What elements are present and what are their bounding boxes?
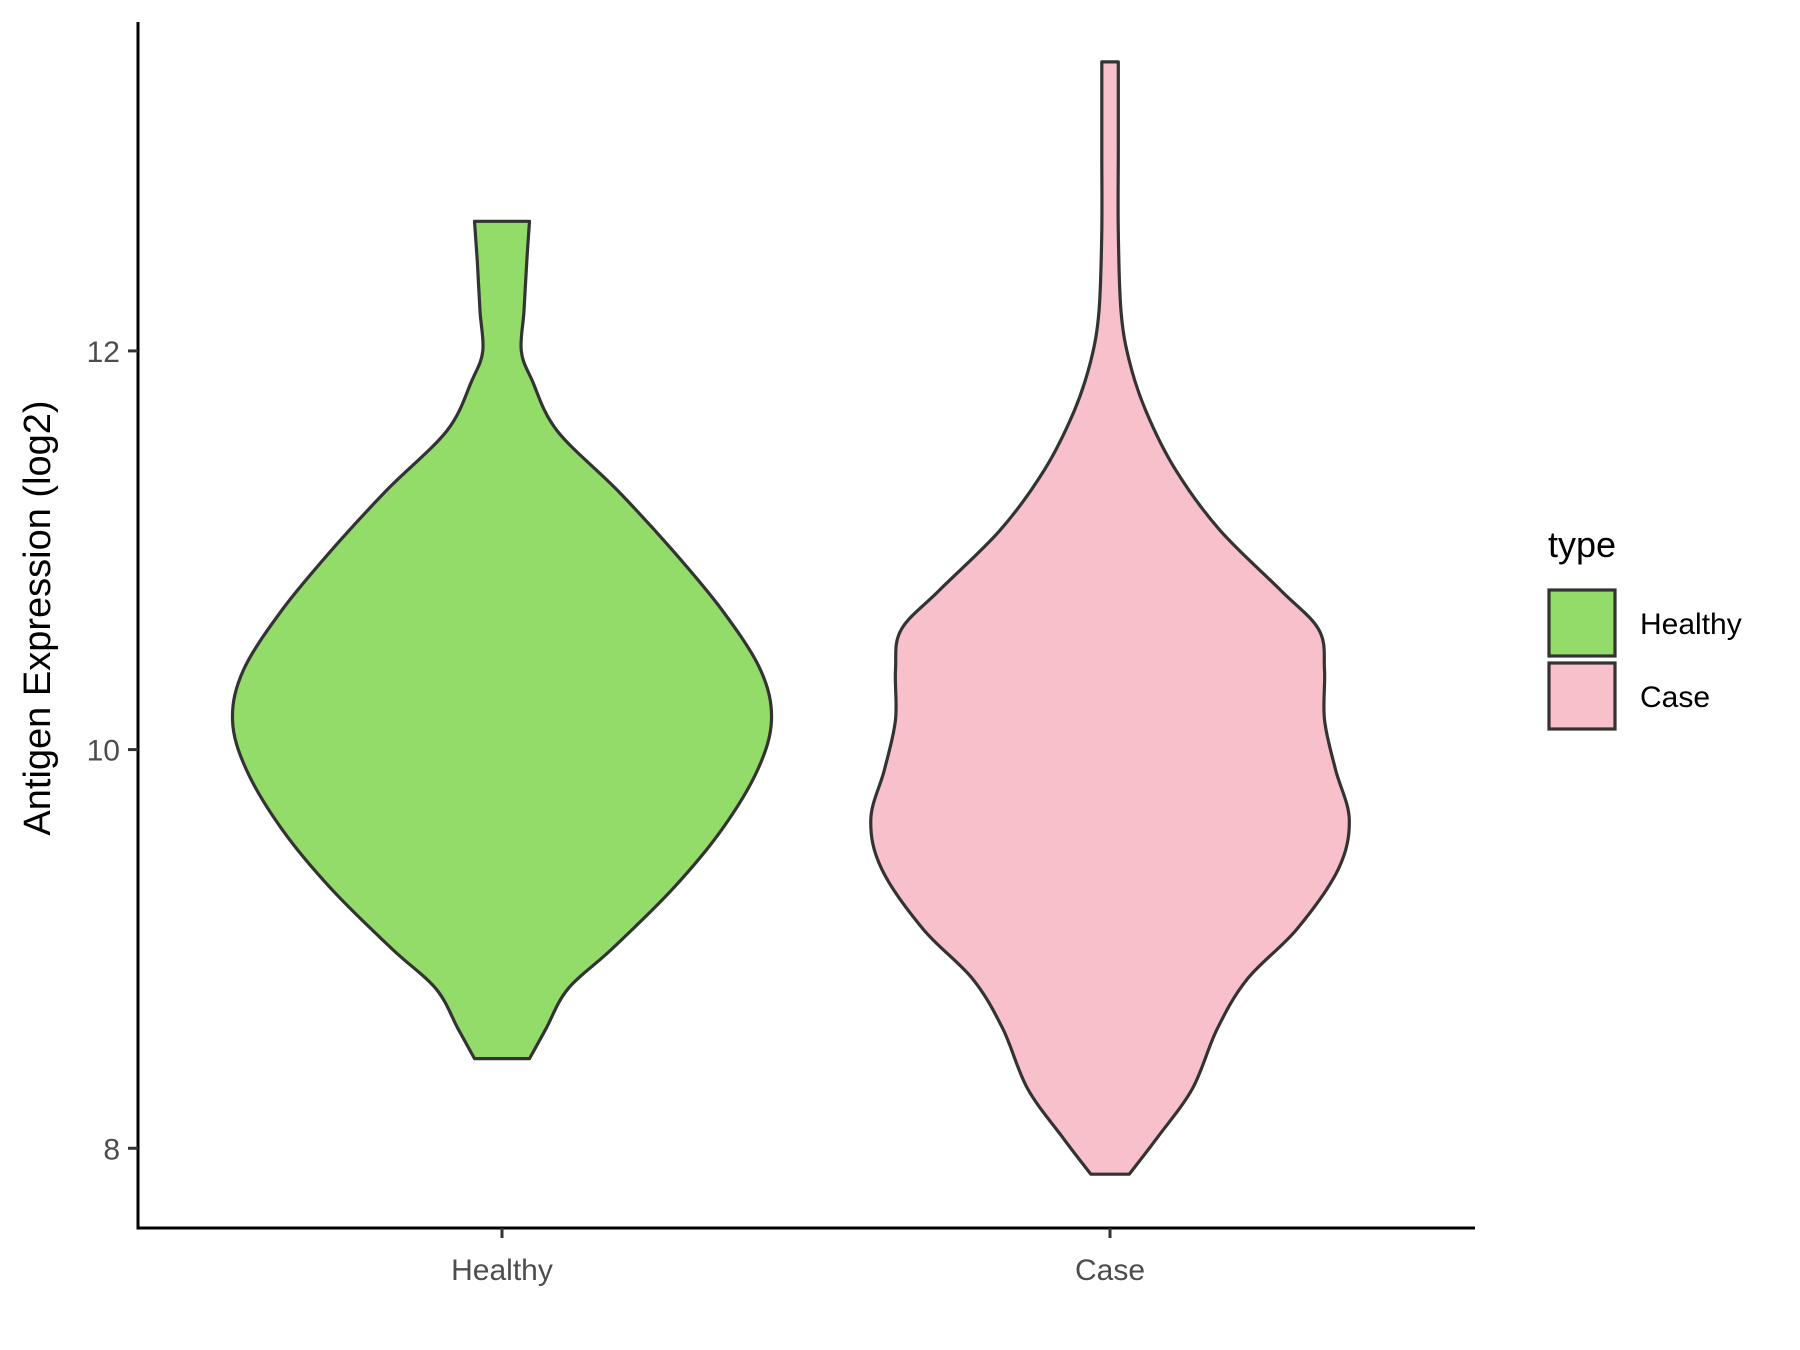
y-tick-label: 8 <box>103 1133 120 1166</box>
violin-healthy <box>230 219 774 1061</box>
y-tick-label: 12 <box>87 336 120 369</box>
axes: 8 10 12 Healthy Case <box>87 22 1475 1287</box>
x-tick-label: Case <box>1075 1254 1145 1287</box>
x-tick-label: Healthy <box>451 1254 553 1287</box>
plot-area <box>230 60 1351 1176</box>
legend: type Healthy Case <box>1547 524 1742 731</box>
y-tick-label: 10 <box>87 735 120 768</box>
legend-key-case <box>1547 661 1617 731</box>
legend-title: type <box>1548 524 1616 565</box>
legend-label-healthy: Healthy <box>1640 608 1742 641</box>
violin-case <box>869 60 1351 1176</box>
legend-key-healthy <box>1547 588 1617 658</box>
y-axis-title: Antigen Expression (log2) <box>17 400 59 835</box>
legend-label-case: Case <box>1640 681 1710 714</box>
